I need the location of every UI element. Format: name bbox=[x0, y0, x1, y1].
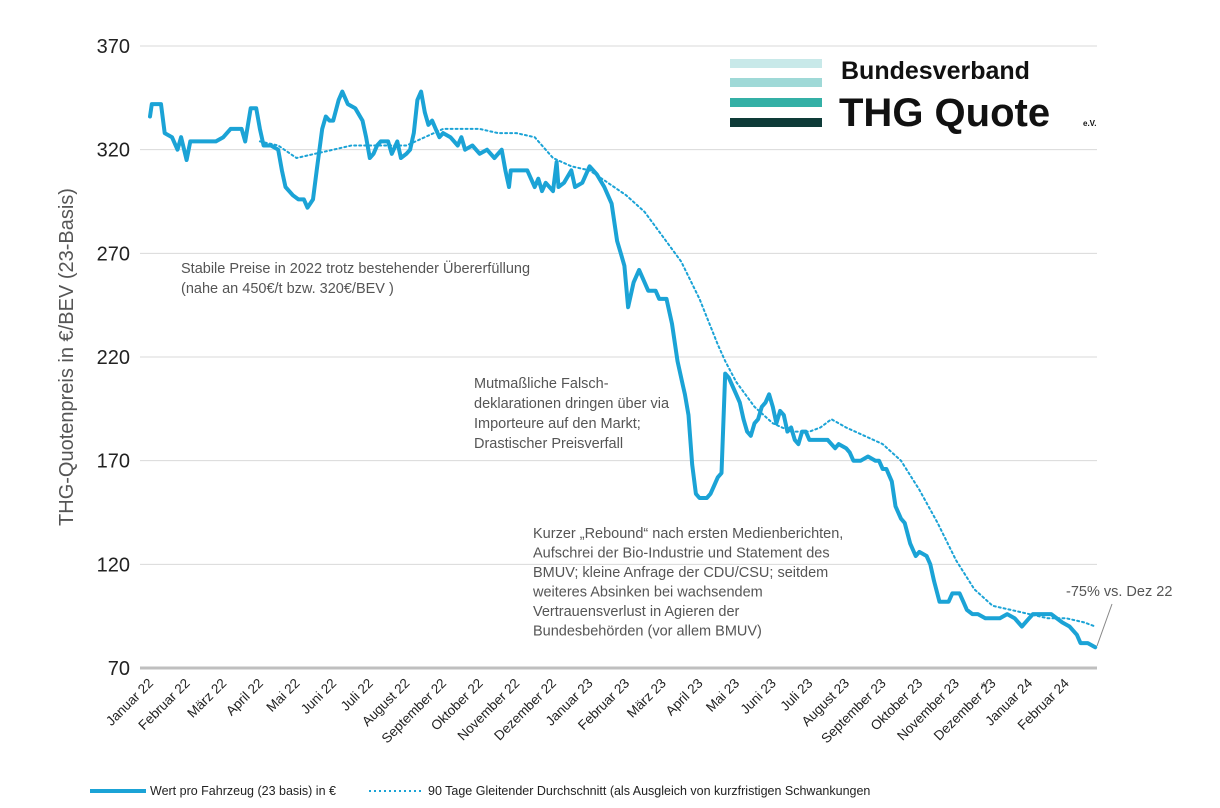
legend-dotted-label: 90 Tage Gleitender Durchschnitt (als Aus… bbox=[428, 784, 870, 798]
x-tick-label: Juni 23 bbox=[738, 676, 779, 717]
x-tick-label: März 22 bbox=[184, 676, 229, 721]
x-tick-label: April 22 bbox=[223, 676, 266, 719]
annotation-line: weiteres Absinken bei wachsendem bbox=[532, 585, 763, 601]
y-tick-label: 370 bbox=[97, 36, 130, 58]
annotation-line: Bundesbehörden (vor allem BMUV) bbox=[533, 624, 762, 640]
x-tick-label: Mai 23 bbox=[703, 676, 742, 715]
annotation-line: BMUV; kleine Anfrage der CDU/CSU; seitde… bbox=[533, 565, 828, 581]
annotation-line: Drastischer Preisverfall bbox=[474, 436, 623, 452]
y-tick-label: 120 bbox=[97, 554, 130, 576]
legend: Wert pro Fahrzeug (23 basis) in € 90 Tag… bbox=[90, 784, 870, 798]
series-line-value bbox=[148, 89, 1098, 650]
x-tick-label: Mai 22 bbox=[263, 676, 302, 715]
annotation-line: (nahe an 450€/t bzw. 320€/BEV ) bbox=[181, 281, 394, 297]
asterisk-marker: * bbox=[981, 680, 987, 696]
y-axis-label: THG-Quotenpreis in €/BEV (23-Basis) bbox=[56, 188, 78, 526]
annotation-rebound: Kurzer „Rebound“ nach ersten Medienberic… bbox=[532, 526, 847, 640]
logo-stripe bbox=[730, 98, 822, 107]
annotation-line: Importeure auf den Markt; bbox=[474, 416, 641, 432]
x-tick-label: Juni 22 bbox=[298, 676, 339, 717]
logo-stripe bbox=[730, 59, 822, 68]
logo-line-2: THG Quote bbox=[839, 91, 1050, 135]
gridlines bbox=[140, 45, 1097, 670]
series-line-moving-average bbox=[258, 127, 1097, 628]
logo-stripe bbox=[730, 118, 822, 127]
annotation-line: Aufschrei der Bio-Industrie und Statemen… bbox=[533, 546, 830, 562]
y-tick-label: 70 bbox=[108, 658, 130, 680]
x-tick-label: April 23 bbox=[663, 676, 706, 719]
logo: Bundesverband THG Quote e.V. bbox=[730, 57, 1097, 135]
annotation-line: deklarationen dringen über via bbox=[474, 396, 670, 412]
legend-solid-label: Wert pro Fahrzeug (23 basis) in € bbox=[150, 784, 336, 798]
logo-stripe bbox=[730, 78, 822, 87]
annotation-line: Vertrauensverlust in Agieren der bbox=[533, 604, 740, 620]
y-tick-label: 270 bbox=[97, 243, 130, 265]
annotation-false-declarations: Mutmaßliche Falsch- deklarationen dringe… bbox=[474, 376, 673, 452]
annotation-line: Stabile Preise in 2022 trotz bestehender… bbox=[181, 259, 530, 277]
y-axis-ticks: 70 120 170 220 270 320 370 bbox=[97, 36, 130, 680]
annotation-line: Kurzer „Rebound“ nach ersten Medienberic… bbox=[533, 526, 843, 542]
logo-suffix: e.V. bbox=[1083, 119, 1097, 128]
annotation-minus-75: -75% vs. Dez 22 bbox=[1066, 584, 1172, 600]
annotation-minus-75-pointer bbox=[1096, 603, 1113, 647]
series-lines bbox=[148, 89, 1098, 650]
annotation-stable-prices: Stabile Preise in 2022 trotz bestehender… bbox=[181, 259, 534, 297]
logo-line-1: Bundesverband bbox=[841, 57, 1030, 85]
y-tick-label: 170 bbox=[97, 451, 130, 473]
x-tick-label: März 23 bbox=[624, 676, 669, 721]
annotation-line: Mutmaßliche Falsch- bbox=[474, 376, 609, 392]
y-tick-label: 220 bbox=[97, 347, 130, 369]
y-tick-label: 320 bbox=[97, 140, 130, 162]
